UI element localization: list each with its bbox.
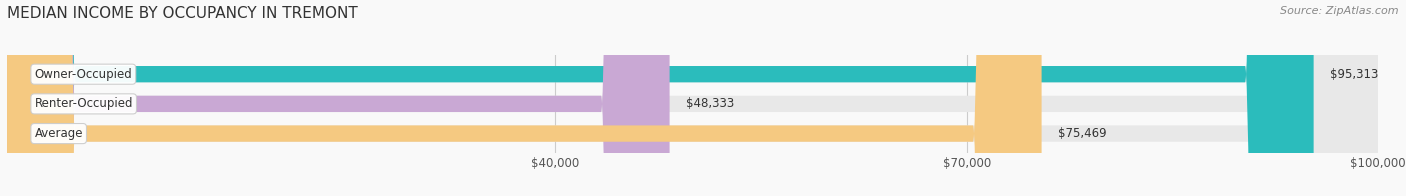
Text: Owner-Occupied: Owner-Occupied bbox=[35, 68, 132, 81]
Text: Source: ZipAtlas.com: Source: ZipAtlas.com bbox=[1281, 6, 1399, 16]
FancyBboxPatch shape bbox=[7, 0, 1378, 196]
Text: Average: Average bbox=[35, 127, 83, 140]
Text: MEDIAN INCOME BY OCCUPANCY IN TREMONT: MEDIAN INCOME BY OCCUPANCY IN TREMONT bbox=[7, 6, 357, 21]
FancyBboxPatch shape bbox=[7, 0, 1313, 196]
Text: $95,313: $95,313 bbox=[1330, 68, 1378, 81]
FancyBboxPatch shape bbox=[7, 0, 1378, 196]
FancyBboxPatch shape bbox=[7, 0, 669, 196]
FancyBboxPatch shape bbox=[7, 0, 1378, 196]
Text: $48,333: $48,333 bbox=[686, 97, 734, 110]
Text: $75,469: $75,469 bbox=[1059, 127, 1107, 140]
Text: Renter-Occupied: Renter-Occupied bbox=[35, 97, 134, 110]
FancyBboxPatch shape bbox=[7, 0, 1042, 196]
